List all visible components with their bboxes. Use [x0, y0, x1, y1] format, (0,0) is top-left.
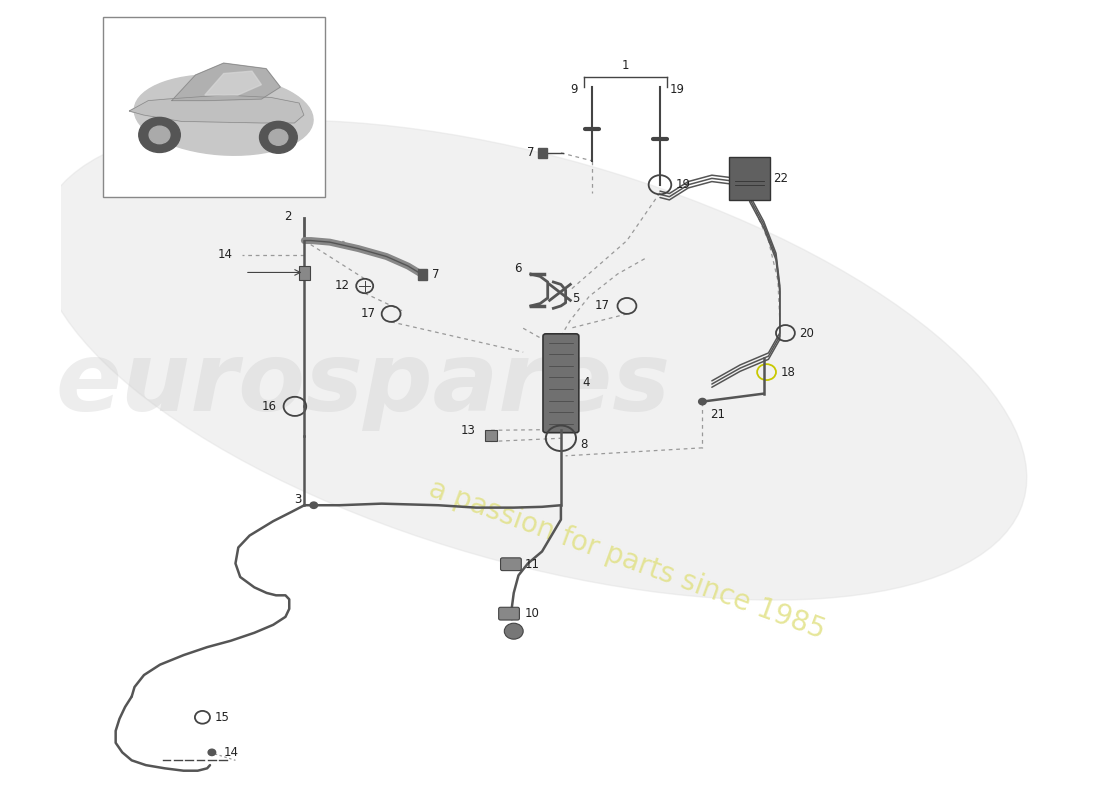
- Circle shape: [208, 749, 216, 755]
- Text: 22: 22: [773, 172, 789, 185]
- Text: 16: 16: [262, 400, 277, 413]
- Text: 14: 14: [218, 249, 232, 262]
- Text: 11: 11: [525, 558, 540, 570]
- Text: 5: 5: [572, 292, 580, 306]
- Text: 19: 19: [676, 178, 691, 191]
- Text: 15: 15: [214, 710, 230, 724]
- Text: 18: 18: [781, 366, 795, 378]
- Text: 17: 17: [361, 307, 376, 321]
- Text: 1: 1: [621, 58, 629, 71]
- Polygon shape: [130, 95, 304, 123]
- Bar: [538, 148, 547, 158]
- Text: 7: 7: [527, 146, 535, 159]
- Polygon shape: [172, 63, 280, 101]
- Text: 14: 14: [223, 746, 239, 759]
- Text: a passion for parts since 1985: a passion for parts since 1985: [425, 474, 829, 644]
- Text: 7: 7: [431, 268, 439, 282]
- Ellipse shape: [134, 74, 314, 155]
- Text: 4: 4: [583, 376, 590, 389]
- Bar: [103, 18, 326, 197]
- Text: eurospares: eurospares: [55, 338, 670, 430]
- Text: 9: 9: [571, 82, 578, 95]
- FancyBboxPatch shape: [543, 334, 579, 433]
- Text: 21: 21: [710, 408, 725, 421]
- Circle shape: [260, 122, 297, 154]
- FancyBboxPatch shape: [498, 607, 519, 620]
- Text: 20: 20: [800, 326, 814, 339]
- Circle shape: [504, 623, 524, 639]
- Text: 3: 3: [294, 493, 301, 506]
- Text: 19: 19: [670, 82, 684, 95]
- Bar: [485, 430, 497, 442]
- Text: 2: 2: [285, 210, 293, 223]
- Text: 13: 13: [461, 424, 476, 437]
- Polygon shape: [205, 71, 262, 95]
- Bar: [299, 266, 310, 281]
- FancyBboxPatch shape: [729, 157, 770, 200]
- Text: 8: 8: [580, 438, 587, 451]
- Text: 12: 12: [334, 279, 350, 293]
- Circle shape: [310, 502, 318, 509]
- Text: 6: 6: [514, 262, 521, 275]
- Ellipse shape: [39, 120, 1026, 600]
- Bar: [418, 270, 427, 281]
- Circle shape: [698, 398, 706, 405]
- Text: 10: 10: [525, 607, 540, 620]
- FancyBboxPatch shape: [500, 558, 521, 570]
- Circle shape: [270, 130, 288, 146]
- Text: 17: 17: [595, 299, 610, 313]
- Circle shape: [139, 118, 180, 153]
- Circle shape: [150, 126, 169, 144]
